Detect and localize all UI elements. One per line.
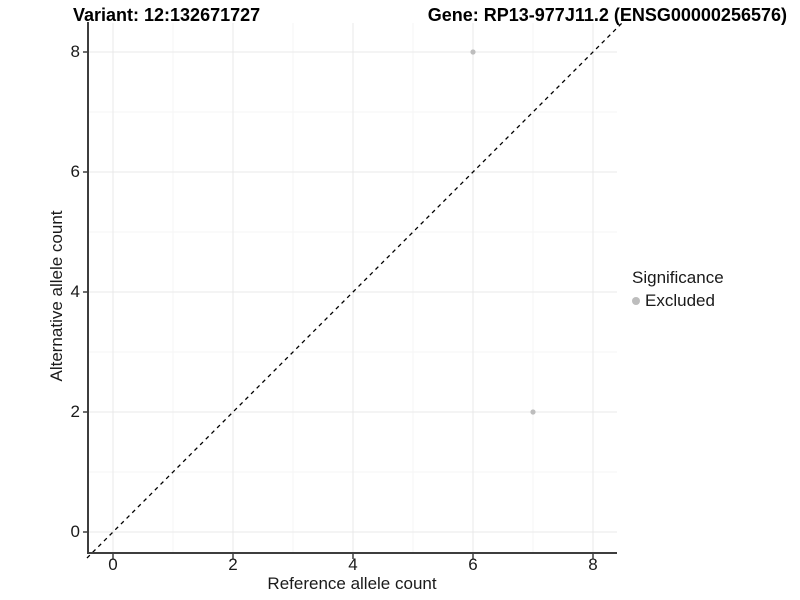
data-point	[530, 409, 536, 415]
legend-entry-excluded: Excluded	[632, 290, 724, 311]
y-tick-label: 4	[70, 282, 80, 301]
data-point	[470, 49, 476, 55]
y-tick-label: 0	[70, 522, 80, 541]
x-tick-label: 0	[108, 555, 118, 574]
identity-reference-line	[86, 18, 627, 559]
x-tick-label: 2	[228, 555, 238, 574]
variant-title: Variant: 12:132671727	[73, 5, 261, 25]
legend-title: Significance	[632, 268, 724, 287]
legend: Significance Excluded	[632, 267, 724, 311]
legend-marker-circle-icon	[632, 296, 640, 305]
x-axis-title: Reference allele count	[267, 574, 437, 593]
y-tick-label: 2	[70, 402, 80, 421]
x-tick-label: 6	[468, 555, 478, 574]
y-axis-title: Alternative allele count	[47, 210, 66, 382]
x-tick-label: 4	[348, 555, 358, 574]
y-tick-label: 6	[70, 162, 80, 181]
gene-title: Gene: RP13-977J11.2 (ENSG00000256576)	[427, 5, 787, 25]
y-tick-label: 8	[70, 42, 80, 61]
legend-entry-label: Excluded	[645, 291, 715, 310]
x-tick-label: 8	[588, 555, 598, 574]
